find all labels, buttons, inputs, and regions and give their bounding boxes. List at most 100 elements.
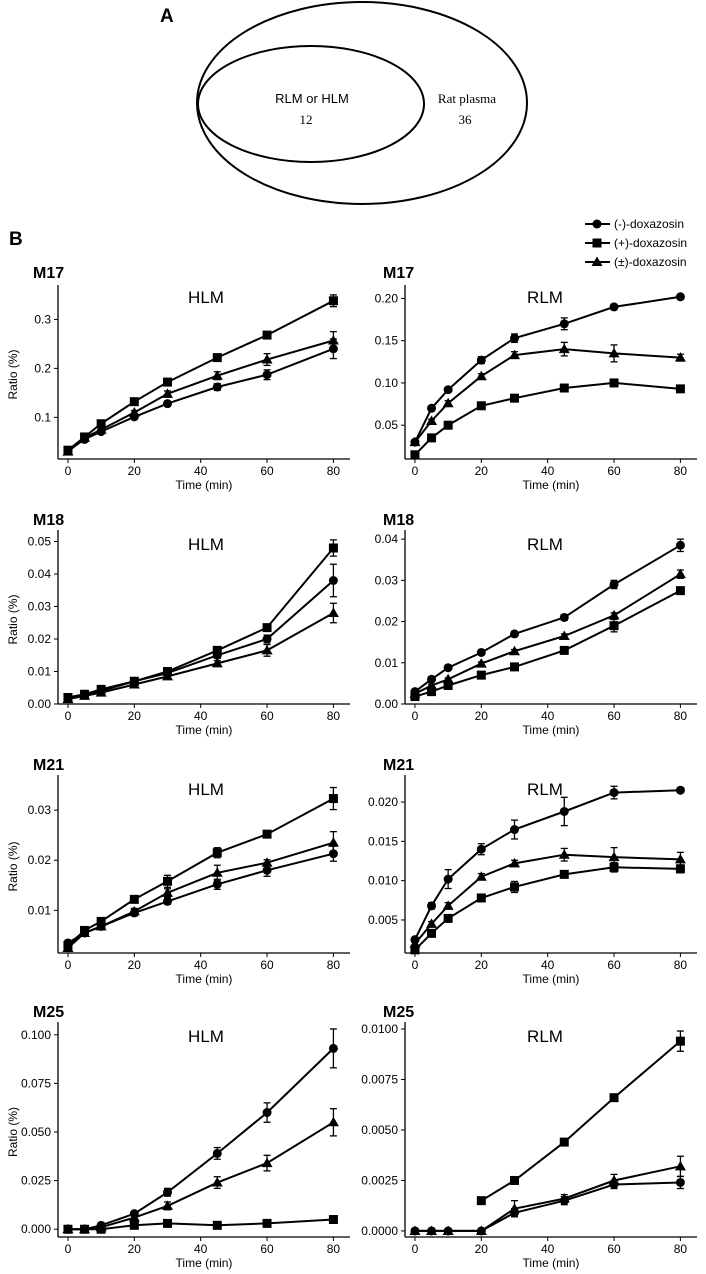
data-point-triangle <box>79 432 91 442</box>
data-point-triangle <box>79 927 91 937</box>
chart-title: RLM <box>527 1027 563 1046</box>
data-point-square <box>96 419 106 429</box>
data-point-square <box>559 869 569 879</box>
data-point-triangle <box>409 688 421 698</box>
legend-label-racemic: (±)-doxazosin <box>614 255 687 269</box>
data-point-triangle <box>211 657 223 668</box>
y-tick-label: 0.020 <box>368 795 398 809</box>
data-point-circle <box>559 806 569 816</box>
chart-m21-hlm: M21 HLM 0.01 0.02 0.03 0 20 40 60 80 Time (min) Rat… <box>6 757 350 986</box>
data-point-square <box>675 1036 685 1046</box>
chart-title: RLM <box>527 535 563 554</box>
data-point-square <box>163 876 172 886</box>
data-point-circle <box>609 579 619 589</box>
data-point-square <box>609 621 619 631</box>
series-line <box>414 789 681 941</box>
y-tick-label: 0.0025 <box>361 1173 398 1187</box>
y-tick-label: 0.04 <box>28 567 52 581</box>
y-tick-label: 0.02 <box>28 632 52 646</box>
legend-item-minus: (-)-doxazosin <box>585 217 684 231</box>
series-line <box>67 612 334 701</box>
data-point-triangle <box>261 354 273 364</box>
x-tick-label: 20 <box>475 709 489 723</box>
series-line <box>414 573 681 695</box>
x-tick-label: 20 <box>475 1242 489 1256</box>
data-point-circle <box>212 1148 222 1158</box>
data-point-triangle <box>509 645 520 656</box>
data-point-square <box>427 687 437 697</box>
data-point-circle <box>212 879 222 889</box>
data-point-triangle <box>327 1116 339 1127</box>
x-tick-label: 0 <box>412 709 419 723</box>
series-square <box>410 586 685 702</box>
x-axis-label: Time (min) <box>176 478 233 492</box>
y-tick-label: 0.03 <box>28 600 52 614</box>
x-tick-label: 60 <box>607 1242 621 1256</box>
series-circle <box>63 1028 338 1234</box>
x-tick-label: 60 <box>260 1242 274 1256</box>
data-point-triangle <box>162 388 173 398</box>
x-axis-label: Time (min) <box>176 972 233 986</box>
data-point-circle <box>163 1187 172 1197</box>
legend-marker-triangle <box>591 256 603 266</box>
data-point-circle <box>262 370 272 380</box>
data-point-square <box>675 586 685 596</box>
data-point-square <box>163 1218 172 1228</box>
data-point-square <box>410 450 420 460</box>
data-point-square <box>510 882 519 892</box>
data-point-triangle <box>674 352 686 362</box>
data-point-triangle <box>128 905 140 916</box>
x-axis-label: Time (min) <box>176 723 233 737</box>
chart-title: HLM <box>188 1027 224 1046</box>
data-point-triangle <box>442 900 454 910</box>
data-point-triangle <box>475 1225 487 1235</box>
y-tick-label: 0.025 <box>21 1174 51 1188</box>
series-line <box>67 841 334 949</box>
data-point-square <box>559 1137 569 1147</box>
panel-id-label: M17 <box>33 265 64 282</box>
series-triangle <box>409 846 686 948</box>
data-point-square <box>609 378 619 388</box>
x-tick-label: 80 <box>327 1242 341 1256</box>
data-point-circle <box>675 785 685 795</box>
chart-m18-hlm: M18 HLM 0.00 0.01 0.02 0.03 0.04 0.05 0 20 40 60 80 T… <box>6 512 350 737</box>
series-line <box>415 1165 681 1232</box>
x-tick-label: 60 <box>260 958 274 972</box>
x-tick-label: 0 <box>412 958 419 972</box>
data-point-triangle <box>608 1174 620 1185</box>
venn-inner-count: 12 <box>300 112 313 127</box>
legend-label-minus: (-)-doxazosin <box>614 217 684 231</box>
data-point-triangle <box>327 837 339 847</box>
chart-m17-rlm: M17 RLM 0.05 0.10 0.15 0.20 0 20 40 60 80 Time (min… <box>375 265 697 492</box>
y-tick-label: 0.075 <box>21 1076 51 1090</box>
chart-m25-rlm: M25 RLM 0.0000 0.0025 0.0050 0.0075 0.0100 0 20 4… <box>361 1004 697 1270</box>
x-tick-label: 20 <box>475 464 489 478</box>
x-tick-label: 60 <box>260 464 274 478</box>
venn-outer-count: 36 <box>459 112 473 127</box>
data-point-square <box>328 794 338 804</box>
data-point-triangle <box>558 343 570 354</box>
data-point-circle <box>427 403 437 413</box>
data-point-triangle <box>426 415 438 425</box>
data-point-triangle <box>608 347 620 358</box>
data-point-circle <box>510 629 519 639</box>
data-point-triangle <box>211 867 223 877</box>
x-axis-label: Time (min) <box>523 723 580 737</box>
data-point-triangle <box>95 920 107 931</box>
data-point-triangle <box>162 1200 173 1210</box>
x-tick-label: 40 <box>194 1242 208 1256</box>
y-tick-label: 0.3 <box>34 312 51 326</box>
venn-outer-ellipse <box>196 1 528 205</box>
y-axis-label: Ratio (%) <box>6 349 20 399</box>
x-tick-label: 20 <box>128 1242 142 1256</box>
data-point-triangle <box>128 1212 140 1222</box>
y-tick-label: 0.02 <box>375 615 399 629</box>
x-tick-label: 40 <box>194 709 208 723</box>
data-point-square <box>675 864 685 874</box>
legend-item-plus: (+)-doxazosin <box>585 236 687 250</box>
x-tick-label: 0 <box>65 1242 72 1256</box>
series-triangle <box>62 830 339 952</box>
y-tick-label: 0.0075 <box>361 1073 398 1087</box>
data-point-circle <box>510 333 519 343</box>
data-point-square <box>476 1196 486 1206</box>
